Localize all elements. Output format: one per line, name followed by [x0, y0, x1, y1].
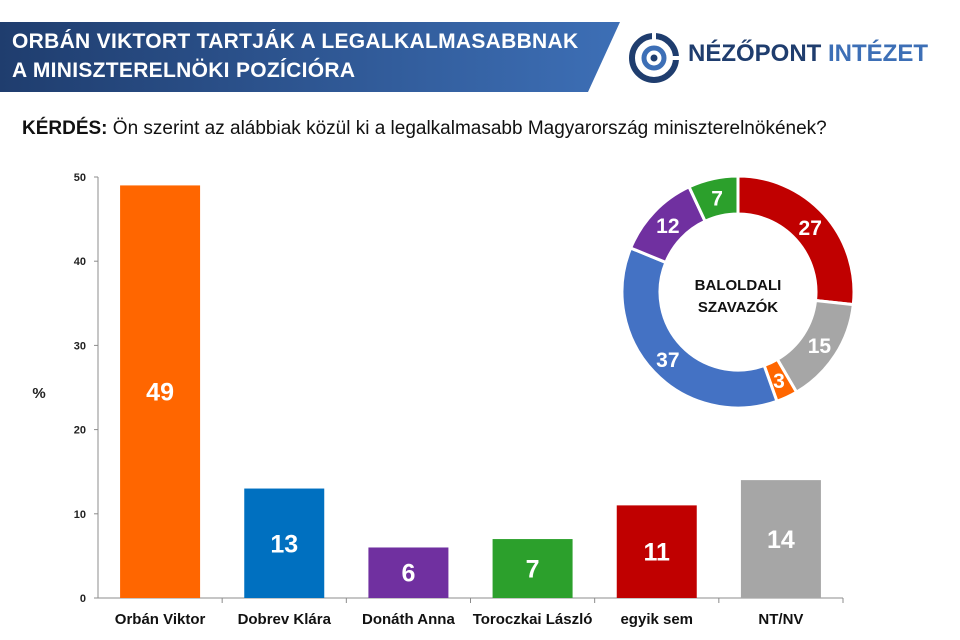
bar-2	[244, 488, 325, 598]
y-tick-label: 50	[74, 172, 86, 184]
donut-slice-label: 15	[808, 335, 832, 358]
donut-slice-label: 27	[799, 217, 822, 240]
brand-name-part2: INTÉZET	[828, 40, 929, 67]
x-tick-label: Donáth Anna	[362, 611, 455, 628]
bar-value-label: 7	[526, 556, 540, 584]
bar-5	[616, 505, 697, 598]
donut-slice-label: 12	[656, 215, 679, 238]
bar-1	[120, 185, 201, 599]
donut-slice-label: 7	[711, 187, 723, 210]
x-tick-label: Orbán Viktor	[115, 611, 206, 628]
x-tick-label: NT/NV	[758, 611, 803, 628]
page-title-line-1: ORBÁN VIKTORT TARTJÁK A LEGALKALMASABBNA…	[12, 30, 579, 53]
y-tick-label: 30	[74, 340, 86, 352]
brand-name-part1: NÉZŐPONT	[688, 40, 822, 67]
question-text: Ön szerint az alábbiak közül ki a legalk…	[112, 118, 827, 139]
bar-6	[740, 480, 821, 598]
donut-slice-label: 3	[773, 370, 785, 393]
bar-value-label: 49	[146, 379, 174, 407]
donut-slice-4	[620, 246, 779, 410]
bar-value-label: 13	[270, 530, 298, 558]
bar-value-label: 14	[767, 526, 795, 554]
bar-value-label: 11	[644, 539, 671, 567]
donut-slice-6	[687, 174, 740, 224]
bar-value-label: 6	[401, 560, 415, 588]
brand-logo-text: NÉZŐPONT INTÉZET	[688, 40, 928, 68]
question-label: KÉRDÉS:	[22, 118, 108, 139]
donut-center-label-line-2: SZAVAZÓK	[698, 298, 778, 316]
y-axis-label: %	[32, 385, 45, 402]
donut-center-label-line-1: BALOLDALI	[695, 277, 782, 294]
bar-3	[368, 547, 449, 598]
x-tick-label: Toroczkai László	[473, 611, 593, 628]
x-tick-label: egyik sem	[620, 611, 693, 628]
y-tick-label: 0	[80, 593, 86, 605]
y-tick-label: 10	[74, 509, 86, 521]
x-tick-label: Dobrev Klára	[238, 611, 332, 628]
y-tick-label: 20	[74, 425, 86, 437]
header-band	[0, 22, 620, 92]
bar-4	[492, 539, 573, 598]
nezopont-target-icon	[629, 32, 680, 83]
y-tick-label: 40	[74, 256, 86, 268]
survey-question: KÉRDÉS: Ön szerint az alábbiak közül ki …	[22, 118, 827, 140]
donut-slice-label: 37	[656, 349, 679, 372]
page-title-line-2: A MINISZTERELNÖKI POZÍCIÓRA	[12, 59, 356, 82]
